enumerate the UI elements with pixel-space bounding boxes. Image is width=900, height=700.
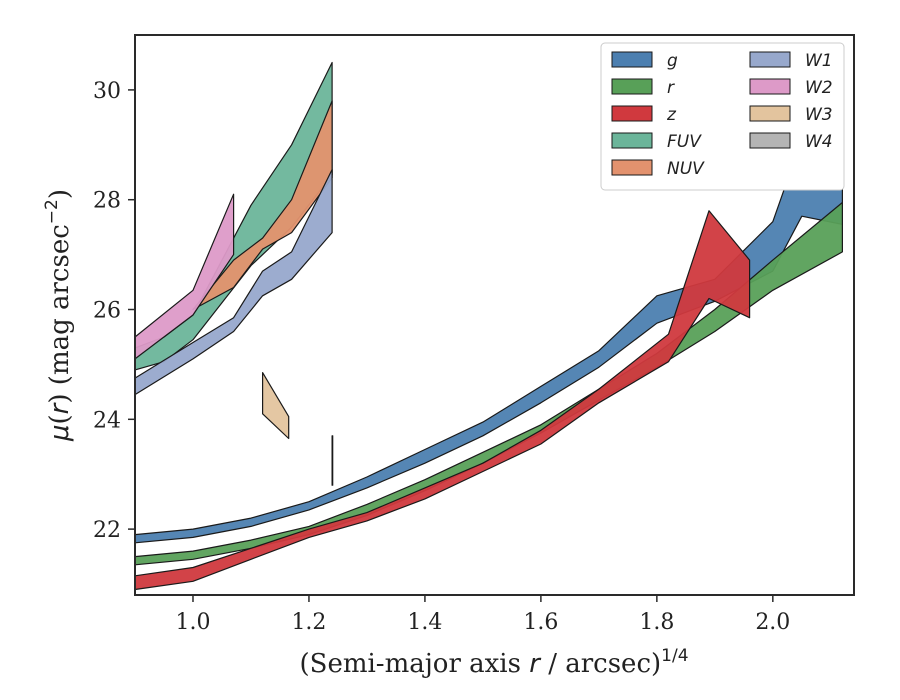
y-tick-label: 28 xyxy=(93,189,121,214)
legend-label-nuv: NUV xyxy=(667,159,705,179)
band-z xyxy=(134,210,751,591)
legend-label-w2: W2 xyxy=(805,78,833,98)
y-axis: 22 24 26 28 30 xyxy=(93,79,135,543)
x-axis-title: (Semi-major axis r / arcsec)1/4 xyxy=(299,646,688,679)
legend-swatch-nuv xyxy=(611,159,653,176)
y-axis-title-unit: ) (mag arcsec xyxy=(45,224,75,403)
y-axis-title: μ(r) (mag arcsec−2) xyxy=(42,189,75,442)
x-axis-title-exponent: 1/4 xyxy=(661,646,688,666)
y-tick-label: 22 xyxy=(93,518,121,543)
x-axis-title-prefix: (Semi-major axis xyxy=(299,649,529,679)
band-g xyxy=(134,138,844,544)
legend-label-g: g xyxy=(667,51,678,71)
legend-label-r: r xyxy=(667,78,675,98)
y-axis-title-end: ) xyxy=(45,189,75,199)
series-bands xyxy=(134,61,844,591)
legend-label-w1: W1 xyxy=(805,51,833,71)
x-tick-label: 1.0 xyxy=(175,610,210,635)
y-axis-title-exponent: −2 xyxy=(42,199,62,224)
y-axis-title-open: ( xyxy=(45,414,75,424)
legend-label-z: z xyxy=(666,105,677,125)
band-nuv xyxy=(192,100,333,311)
x-tick-label: 2.0 xyxy=(755,610,790,635)
x-tick-label: 1.2 xyxy=(291,610,326,635)
x-tick-label: 1.8 xyxy=(639,610,674,635)
legend-swatch-r xyxy=(611,78,653,95)
legend-label-w3: W3 xyxy=(805,105,833,125)
band-w1 xyxy=(134,168,333,396)
band-w4 xyxy=(331,435,334,486)
legend-swatch-z xyxy=(611,105,653,122)
legend-swatch-g xyxy=(611,51,653,68)
legend-label-fuv: FUV xyxy=(667,132,702,152)
legend-swatch-w2 xyxy=(749,78,791,95)
x-tick-label: 1.4 xyxy=(407,610,442,635)
y-axis-title-var: r xyxy=(45,401,75,414)
legend-swatch-w3 xyxy=(749,105,791,122)
band-w3 xyxy=(262,372,290,440)
y-tick-label: 30 xyxy=(93,79,121,104)
legend: grz FUV NUV W1 W2 W3 W4 xyxy=(600,42,845,191)
legend-swatch-fuv xyxy=(611,132,653,149)
x-axis: 1.0 1.2 1.4 1.6 1.8 2.0 xyxy=(175,595,790,635)
y-tick-label: 26 xyxy=(93,299,121,324)
x-tick-label: 1.6 xyxy=(523,610,558,635)
y-tick-label: 24 xyxy=(93,408,121,433)
x-axis-title-var: r xyxy=(529,649,542,679)
legend-swatch-w4 xyxy=(749,132,791,149)
legend-label-w4: W4 xyxy=(805,132,833,152)
plot-frame xyxy=(134,34,855,596)
legend-swatch-w1 xyxy=(749,51,791,68)
y-axis-title-mu: μ xyxy=(45,424,75,442)
x-axis-title-suffix: / arcsec) xyxy=(540,649,661,679)
